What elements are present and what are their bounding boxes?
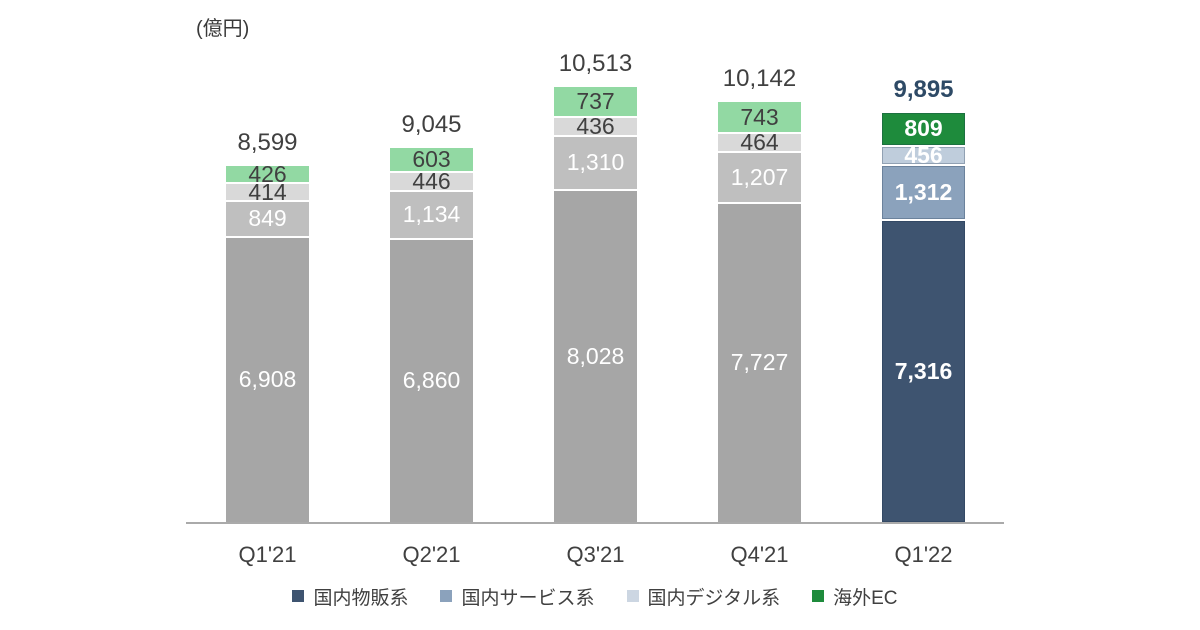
segment-海外EC: 603 xyxy=(390,147,473,172)
bar-Q2'21: 6,860 1,134 446 603 9,045 xyxy=(390,111,473,522)
bar-Q4'21: 7,727 1,207 464 743 10,142 xyxy=(718,65,801,522)
x-axis-label: Q3'21 xyxy=(566,542,625,567)
segment-国内サービス系: 1,312 xyxy=(882,166,965,219)
legend-item-国内デジタル系: 国内デジタル系 xyxy=(626,583,781,610)
total-label: 9,895 xyxy=(893,75,954,103)
legend-label: 国内物販系 xyxy=(313,587,409,609)
legend-swatch-icon xyxy=(292,590,305,602)
segment-国内サービス系: 1,207 xyxy=(718,153,801,202)
segment-国内物販系: 7,316 xyxy=(882,220,965,522)
legend-item-国内サービス系: 国内サービス系 xyxy=(440,583,595,610)
legend: 国内物販系 国内サービス系 国内デジタル系 海外EC xyxy=(186,581,1004,611)
segment-海外EC: 426 xyxy=(226,162,309,185)
total-label: 8,599 xyxy=(237,129,298,157)
legend-swatch-icon xyxy=(440,590,453,602)
segment-国内デジタル系: 436 xyxy=(554,115,637,137)
bar-Q1'22: 7,316 1,312 456 809 9,895 xyxy=(882,76,965,522)
segment-国内物販系: 8,028 xyxy=(554,191,637,522)
x-axis-label: Q1'22 xyxy=(894,542,953,567)
total-label: 9,045 xyxy=(401,110,462,138)
bar-Q1'21: 6,908 849 414 426 8,599 xyxy=(226,129,309,522)
legend-label: 海外EC xyxy=(833,587,898,609)
segment-国内物販系: 7,727 xyxy=(718,203,801,522)
bar-Q3'21: 8,028 1,310 436 737 10,513 xyxy=(554,50,637,522)
segment-国内デジタル系: 464 xyxy=(718,131,801,153)
segment-国内デジタル系: 446 xyxy=(390,170,473,193)
segment-国内物販系: 6,908 xyxy=(226,237,309,522)
legend-item-海外EC: 海外EC xyxy=(812,583,898,610)
legend-swatch-icon xyxy=(626,590,639,602)
legend-label: 国内デジタル系 xyxy=(647,587,781,609)
x-axis-label: Q4'21 xyxy=(730,542,789,567)
segment-国内物販系: 6,860 xyxy=(390,239,473,522)
segment-国内デジタル系: 414 xyxy=(226,181,309,203)
segment-海外EC: 737 xyxy=(554,87,637,117)
total-label: 10,513 xyxy=(558,50,633,78)
segment-国内サービス系: 849 xyxy=(226,202,309,236)
x-axis-line xyxy=(186,522,1004,524)
segment-国内サービス系: 1,134 xyxy=(390,192,473,238)
x-axis-label: Q2'21 xyxy=(402,542,461,567)
segment-国内デジタル系: 456 xyxy=(882,143,965,167)
legend-label: 国内サービス系 xyxy=(461,587,595,609)
chart-unit-label: (億円) xyxy=(196,18,250,40)
segment-海外EC: 743 xyxy=(718,102,801,132)
legend-item-国内物販系: 国内物販系 xyxy=(292,583,408,610)
segment-国内サービス系: 1,310 xyxy=(554,136,637,190)
total-label: 10,142 xyxy=(722,65,797,93)
segment-海外EC: 809 xyxy=(882,112,965,145)
legend-swatch-icon xyxy=(812,590,825,602)
x-axis-label: Q1'21 xyxy=(238,542,297,567)
